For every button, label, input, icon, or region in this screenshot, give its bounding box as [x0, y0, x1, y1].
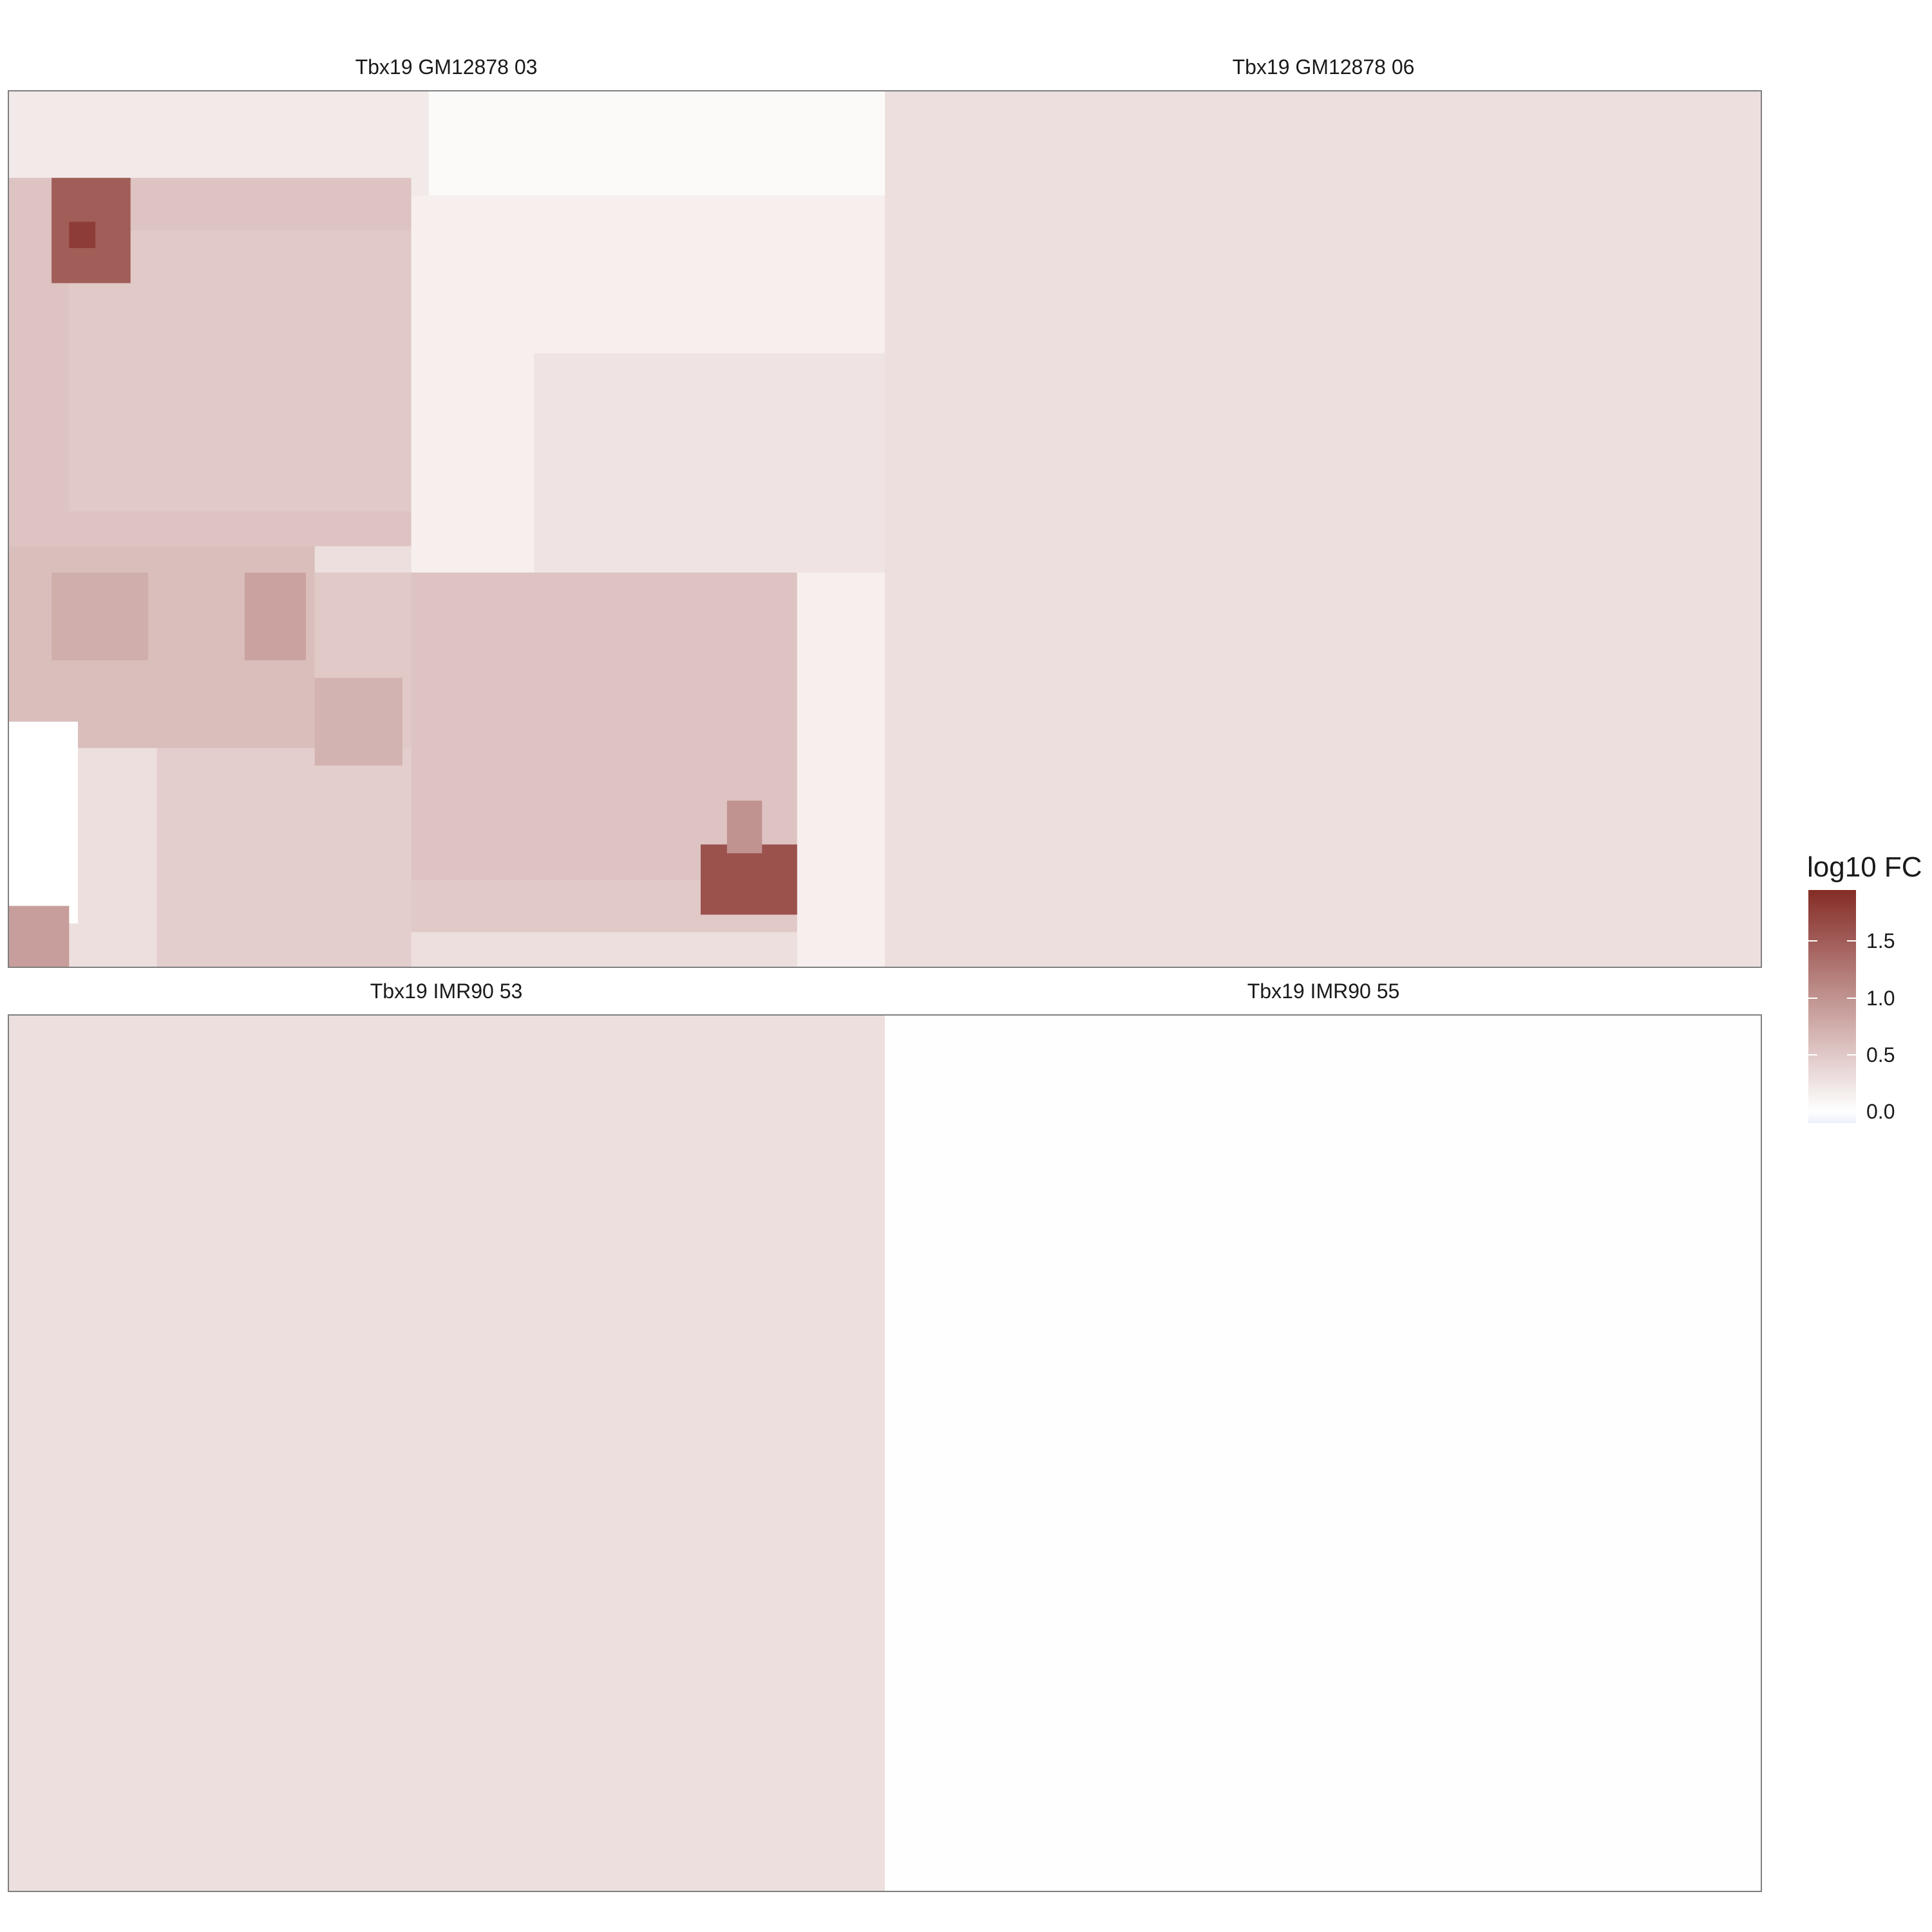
heatmap-background	[885, 90, 1762, 967]
heatmap-svg	[8, 90, 885, 967]
legend-color-bar	[1808, 890, 1856, 1123]
legend-tick-label: 1.5	[1866, 929, 1895, 953]
heatmap-cell	[8, 905, 70, 967]
legend-tick-mark	[1808, 940, 1817, 942]
heatmap-svg	[885, 90, 1762, 967]
heatmap-cell	[700, 844, 806, 915]
heatmap-svg	[885, 1014, 1762, 1891]
legend-tick-label: 0.5	[1866, 1043, 1895, 1067]
legend-tick-mark	[1847, 1111, 1856, 1113]
heatmap-panel-imr90-55	[885, 1014, 1762, 1891]
heatmap-background	[8, 1014, 885, 1891]
heatmap-cell	[428, 90, 885, 196]
heatmap-svg	[8, 1014, 885, 1891]
heatmap-cell	[797, 573, 885, 967]
legend-tick-mark	[1808, 1111, 1817, 1113]
heatmap-cell	[8, 721, 78, 923]
heatmap-panel-gm12878-03	[8, 90, 885, 967]
heatmap-background	[885, 1014, 1762, 1891]
legend-title: log10 FC	[1807, 851, 1922, 883]
panel-title-gm12878-03: Tbx19 GM12878 03	[355, 55, 538, 79]
panel-title-imr90-53: Tbx19 IMR90 53	[370, 980, 523, 1003]
legend-tick-mark	[1808, 1054, 1817, 1056]
panel-title-gm12878-06: Tbx19 GM12878 06	[1232, 55, 1415, 79]
legend-tick-mark	[1847, 997, 1856, 999]
heatmap-panel-imr90-53	[8, 1014, 885, 1891]
heatmap-cell	[534, 353, 885, 573]
legend-tick-label: 1.0	[1866, 986, 1895, 1010]
legend-tick-mark	[1847, 940, 1856, 942]
heatmap-cell	[726, 800, 762, 853]
legend-tick-mark	[1847, 1054, 1856, 1056]
panel-title-imr90-55: Tbx19 IMR90 55	[1247, 980, 1400, 1003]
heatmap-cell	[244, 573, 307, 661]
heatmap-panel-gm12878-06	[885, 90, 1762, 967]
legend-tick-label: 0.0	[1866, 1100, 1895, 1124]
heatmap-cell	[156, 748, 412, 967]
heatmap-cell	[314, 677, 402, 766]
legend-tick-mark	[1808, 997, 1817, 999]
heatmap-cell	[52, 573, 148, 661]
heatmap-cell	[69, 222, 96, 249]
